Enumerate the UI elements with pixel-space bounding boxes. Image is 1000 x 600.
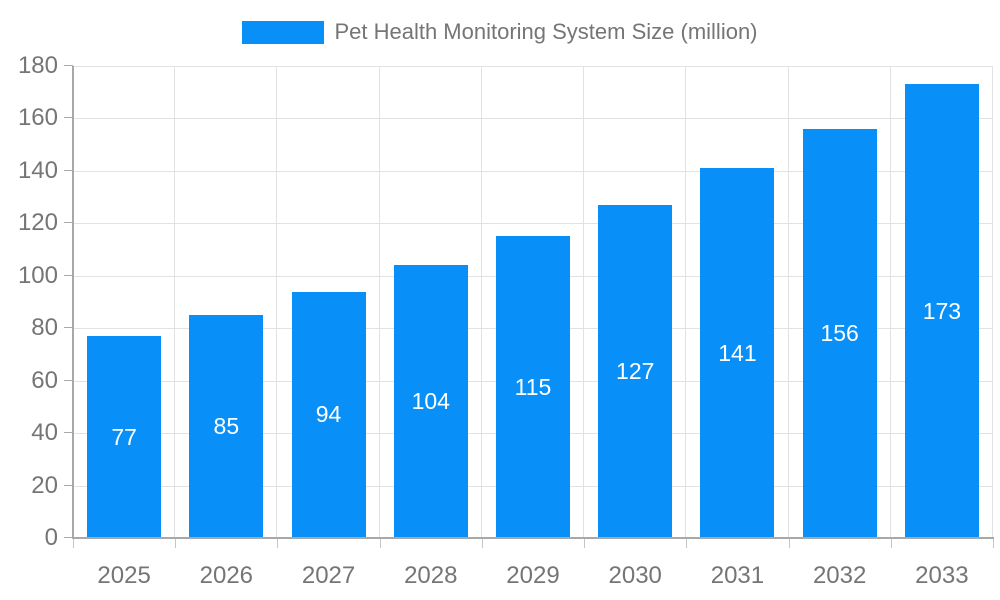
x-tick-label: 2030 (608, 562, 662, 589)
h-gridline (73, 66, 993, 67)
bar-value-label: 173 (922, 297, 962, 324)
legend-item[interactable]: Pet Health Monitoring System Size (milli… (242, 19, 758, 45)
bar-2029[interactable]: 115 (496, 236, 570, 538)
h-gridline (73, 118, 993, 120)
y-tick-label: 120 (17, 209, 58, 237)
v-gridline (685, 66, 687, 538)
bar-2025[interactable]: 77 (87, 336, 162, 538)
bar-2028[interactable]: 104 (393, 265, 468, 538)
y-tick-label: 100 (17, 261, 58, 289)
y-tick-mark (64, 432, 73, 434)
y-tick-label: 20 (31, 471, 58, 499)
x-tick-label: 2029 (506, 562, 560, 589)
y-axis-line (72, 66, 74, 538)
bar-2026[interactable]: 85 (189, 315, 264, 538)
bar-2027[interactable]: 94 (291, 291, 366, 538)
bar-value-label: 104 (411, 388, 450, 415)
y-tick-label: 40 (31, 419, 58, 447)
x-tick-label: 2027 (301, 562, 356, 589)
h-gridline (73, 170, 993, 172)
bar-2032[interactable]: 156 (802, 128, 877, 538)
v-gridline (583, 66, 585, 538)
x-tick-mark (380, 539, 381, 548)
bar-value-label: 127 (616, 357, 655, 384)
legend: Pet Health Monitoring System Size (milli… (0, 19, 1000, 45)
x-tick-label: 2028 (404, 562, 458, 589)
v-gridline (480, 66, 482, 538)
h-gridline (73, 223, 993, 225)
x-tick-label: 2025 (97, 562, 151, 589)
y-tick-mark (64, 274, 73, 276)
y-tick-mark (64, 537, 73, 538)
x-tick-mark (789, 539, 790, 548)
v-gridline (378, 66, 380, 538)
v-gridline (276, 66, 278, 538)
y-tick-label: 160 (17, 104, 58, 132)
y-tick-mark (64, 169, 73, 171)
x-tick-label: 2032 (812, 562, 867, 589)
y-tick-label: 60 (31, 366, 58, 394)
x-tick-mark (482, 539, 483, 548)
y-tick-label: 80 (31, 314, 58, 342)
plot-area: 77 85 94 104 115 127 141 156 173 (73, 66, 993, 538)
x-tick-mark (584, 539, 585, 548)
y-tick-label: 140 (17, 156, 58, 184)
x-tick-label: 2033 (915, 562, 969, 589)
bar-value-label: 85 (213, 413, 240, 440)
bar-2031[interactable]: 141 (700, 168, 775, 538)
bar-2030[interactable]: 127 (598, 204, 673, 538)
y-tick-mark (64, 117, 73, 119)
x-tick-mark (686, 539, 687, 548)
x-tick-mark (73, 539, 74, 548)
y-tick-mark (64, 327, 73, 329)
legend-swatch (242, 20, 325, 44)
bar-value-label: 115 (514, 373, 552, 400)
x-tick-mark (277, 539, 278, 548)
y-tick-label: 180 (17, 52, 58, 79)
bar-value-label: 94 (315, 401, 342, 428)
x-tick-label: 2031 (710, 562, 765, 589)
y-tick-mark (64, 379, 73, 381)
bar-value-label: 77 (111, 423, 137, 450)
bar-value-label: 156 (820, 319, 859, 346)
y-tick-mark (64, 222, 73, 224)
bar-2033[interactable]: 173 (904, 84, 979, 538)
v-gridline (787, 66, 789, 538)
x-tick-mark (891, 539, 892, 548)
x-tick-label: 2026 (199, 562, 254, 589)
y-tick-mark (64, 484, 73, 486)
v-gridline (174, 66, 176, 538)
y-tick-mark (64, 65, 73, 66)
x-axis-line (72, 537, 994, 539)
chart-title: Pet Health Monitoring System Size (milli… (334, 19, 758, 44)
v-gridline (992, 66, 993, 538)
v-gridline (889, 66, 891, 538)
bar-value-label: 141 (718, 339, 757, 366)
y-tick-label: 0 (44, 524, 58, 551)
x-tick-mark (175, 539, 176, 548)
x-tick-mark (993, 539, 994, 548)
